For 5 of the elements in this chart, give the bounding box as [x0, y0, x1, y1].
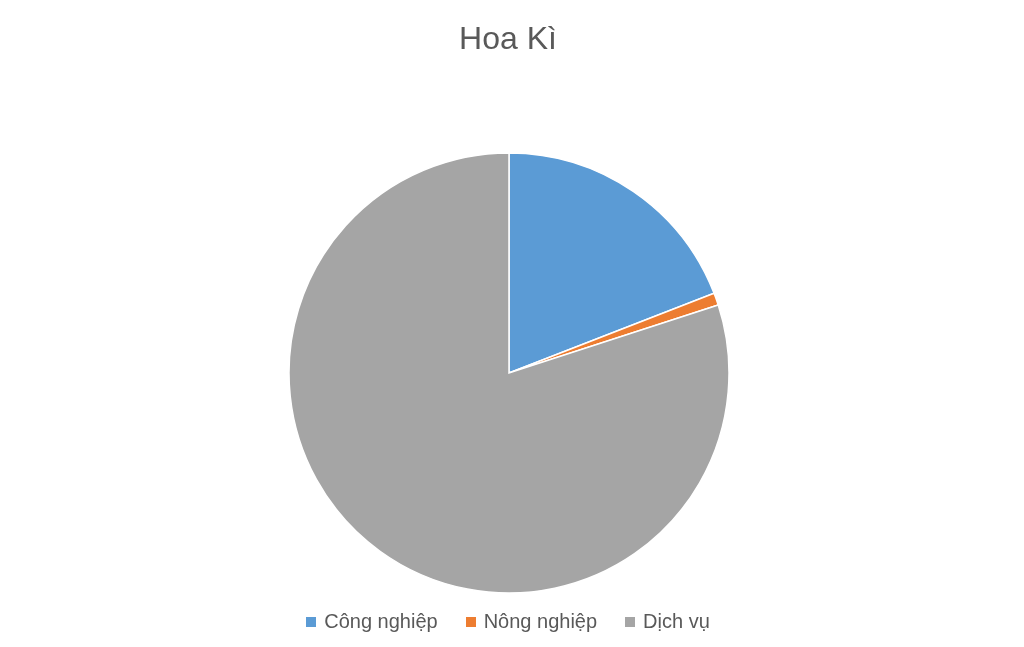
legend-label: Nông nghiệp: [483, 610, 598, 633]
legend-label: Công nghiệp: [324, 610, 438, 633]
chart-title: Hoa Kì: [458, 19, 558, 58]
pie-slice: [288, 152, 730, 594]
legend-label: Dịch vụ: [643, 610, 710, 633]
